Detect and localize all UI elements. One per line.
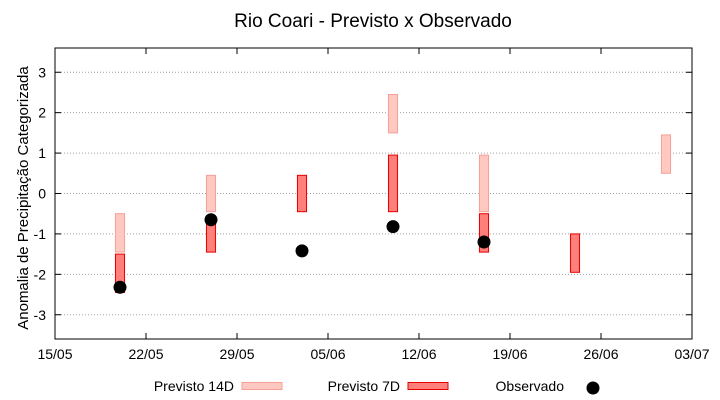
data-marks — [113, 93, 672, 294]
legend-swatch — [407, 382, 449, 390]
previsto-7d-bar — [296, 174, 308, 213]
legend-previsto-14d: Previsto 14D — [154, 378, 283, 394]
grid-lines — [55, 71, 692, 316]
legend-label: Previsto 7D — [328, 378, 400, 394]
x-tick-label: 22/05 — [128, 346, 163, 362]
previsto-14d-bar — [205, 174, 217, 213]
x-tick-label: 19/06 — [492, 346, 527, 362]
x-axis-ticks: 15/05 22/05 29/05 05/06 12/06 19/06 26/06 03/07 — [37, 48, 710, 362]
chart-title: Rio Coari - Previsto x Observado — [234, 11, 512, 32]
legend-swatch — [586, 381, 600, 395]
legend-label: Observado — [496, 378, 565, 394]
x-tick-label: 15/05 — [37, 346, 72, 362]
legend-swatch — [241, 382, 283, 390]
previsto-7d-bar — [569, 233, 581, 273]
x-tick-label: 29/05 — [219, 346, 254, 362]
y-tick-label: 3 — [38, 64, 46, 80]
legend-observado: Observado — [496, 378, 600, 395]
observado-point — [113, 280, 127, 294]
y-axis-label: Anomalia de Precipitação Categorizada — [15, 66, 32, 330]
x-tick-label: 26/06 — [583, 346, 618, 362]
x-tick-label: 03/07 — [674, 346, 709, 362]
observado-point — [204, 213, 218, 227]
legend-label: Previsto 14D — [154, 378, 234, 394]
legend: Previsto 14D Previsto 7D Observado — [154, 378, 600, 395]
previsto-7d-bar — [478, 213, 490, 253]
y-axis-ticks: -3 -2 -1 0 1 2 3 — [34, 64, 692, 323]
previsto-14d-bar — [478, 154, 490, 213]
y-tick-label: 2 — [38, 105, 46, 121]
legend-previsto-7d: Previsto 7D — [328, 378, 449, 394]
y-tick-label: -2 — [34, 266, 47, 282]
previsto-7d-bar — [387, 154, 399, 213]
observado-point — [295, 244, 309, 258]
x-tick-label: 12/06 — [401, 346, 436, 362]
y-tick-label: 0 — [38, 186, 46, 202]
previsto-14d-bar — [387, 93, 399, 134]
y-tick-label: -1 — [34, 226, 47, 242]
y-tick-label: 1 — [38, 145, 46, 161]
previsto-14d-bar — [114, 213, 126, 253]
previsto-14d-bar — [660, 134, 672, 174]
y-tick-label: -3 — [34, 307, 47, 323]
x-tick-label: 05/06 — [310, 346, 345, 362]
observado-point — [386, 220, 400, 234]
observado-point — [477, 235, 491, 249]
